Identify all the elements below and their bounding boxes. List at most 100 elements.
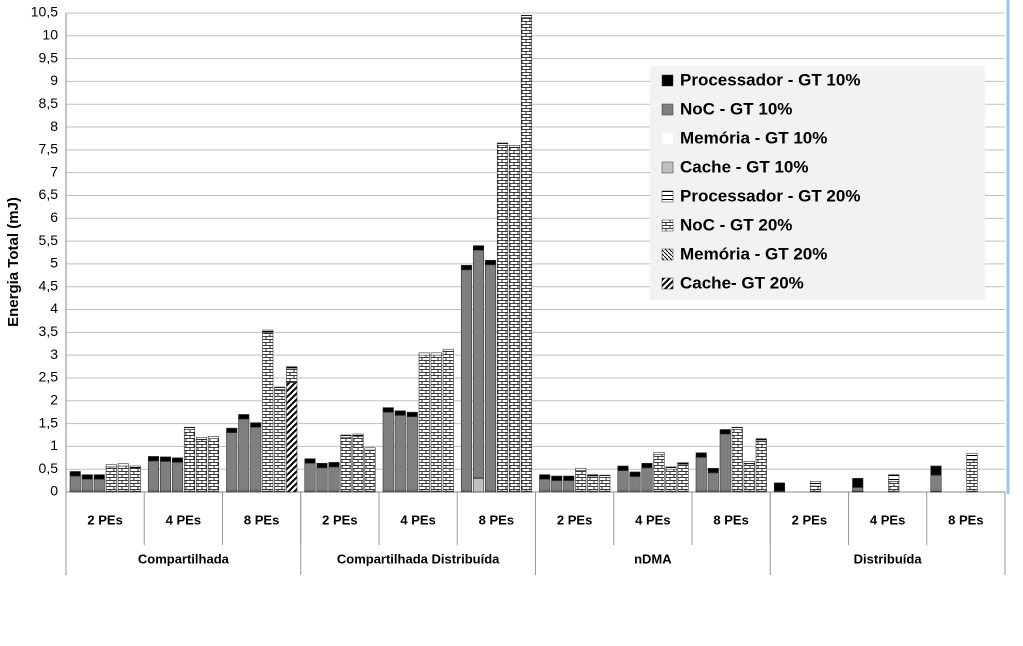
bar-segment (94, 479, 105, 490)
group-label: Compartilhada (138, 551, 230, 566)
bar-segment (521, 18, 532, 492)
group-label: nDMA (634, 551, 672, 566)
legend-label: Memória - GT 20% (680, 244, 827, 263)
bar-segment (94, 475, 105, 480)
bar-segment (509, 148, 520, 492)
bar-segment (82, 475, 93, 480)
bar-segment (889, 482, 900, 492)
y-tick-label: 0,5 (39, 460, 59, 476)
bar-segment (696, 453, 707, 458)
bar-segment (275, 387, 286, 389)
bar-segment (305, 463, 316, 490)
bar-segment (208, 436, 219, 438)
bar-segment (263, 330, 274, 332)
bar-segment (521, 15, 532, 17)
bar-segment (473, 250, 484, 477)
y-axis-title: Energia Total (mJ) (5, 197, 22, 327)
bar-segment (732, 427, 743, 429)
bar-segment (654, 452, 665, 454)
bar-segment (383, 408, 394, 413)
bar-segment (708, 473, 719, 490)
bar-segment (540, 475, 551, 480)
bar-segment (576, 468, 587, 470)
y-tick-label: 0 (50, 483, 58, 499)
y-tick-label: 3 (50, 346, 58, 362)
bar-segment (473, 478, 484, 492)
y-tick-label: 8 (50, 118, 58, 134)
bar-segment (967, 453, 978, 460)
legend-label: Memória - GT 10% (680, 128, 827, 147)
bar-segment (227, 428, 238, 433)
bar-segment (208, 439, 219, 491)
x-tick-label: 4 PEs (166, 512, 201, 527)
bar-segment (588, 477, 599, 491)
bar-segment (630, 476, 641, 490)
bar-segment (600, 477, 611, 491)
bar-segment (184, 430, 195, 492)
legend-label: Processador - GT 10% (680, 70, 860, 89)
bar-segment (287, 367, 298, 369)
bar-segment (70, 471, 81, 476)
bar-segment (118, 464, 129, 466)
bar-segment (756, 439, 767, 441)
bar-segment (419, 355, 430, 491)
x-tick-label: 8 PEs (713, 512, 748, 527)
y-tick-label: 4,5 (39, 277, 59, 293)
bar-segment (130, 468, 141, 491)
bar-segment (341, 437, 352, 491)
legend-label: Processador - GT 20% (680, 186, 860, 205)
bar-segment (678, 462, 689, 464)
bar-segment (160, 461, 171, 490)
legend-swatch (662, 278, 673, 289)
bar-segment (239, 419, 250, 490)
bar-segment (732, 430, 743, 492)
legend-swatch (662, 191, 673, 202)
y-tick-label: 8,5 (39, 95, 59, 111)
x-tick-label: 2 PEs (792, 512, 827, 527)
y-tick-label: 5 (50, 255, 58, 271)
bar-segment (196, 440, 207, 492)
bar-segment (317, 468, 328, 490)
bar-segment (227, 433, 238, 490)
bar-segment (509, 145, 520, 147)
bar-segment (106, 467, 117, 491)
bar-segment (407, 417, 418, 490)
bar-segment (630, 472, 641, 477)
x-tick-label: 2 PEs (322, 512, 357, 527)
legend-swatch (662, 133, 673, 144)
group-label: Distribuída (854, 551, 923, 566)
group-label: Compartilhada Distribuída (337, 551, 500, 566)
y-tick-label: 2,5 (39, 369, 59, 385)
bar-segment (678, 465, 689, 491)
y-tick-label: 5,5 (39, 232, 59, 248)
x-tick-label: 8 PEs (244, 512, 279, 527)
y-tick-label: 10,5 (31, 4, 58, 20)
bar-segment (148, 456, 159, 461)
bar-segment (70, 476, 81, 490)
bar-segment (341, 435, 352, 437)
bar-segment (967, 460, 978, 491)
bar-segment (618, 466, 629, 471)
bar-segment (666, 469, 677, 491)
bar-segment (395, 411, 406, 416)
bar-segment (696, 457, 707, 490)
bar-segment (353, 434, 364, 436)
y-tick-label: 4 (50, 300, 58, 316)
bar-segment (666, 467, 677, 469)
bar-segment (148, 461, 159, 490)
x-tick-label: 2 PEs (557, 512, 592, 527)
bar-segment (130, 466, 141, 468)
bar-segment (708, 468, 719, 473)
x-tick-label: 8 PEs (479, 512, 514, 527)
bar-segment (287, 383, 298, 492)
legend-label: NoC - GT 10% (680, 99, 792, 118)
bar-segment (774, 483, 785, 491)
bar-segment (564, 481, 575, 491)
bar-segment (853, 487, 864, 491)
bar-segment (383, 412, 394, 490)
bar-segment (720, 434, 731, 490)
bar-segment (576, 471, 587, 492)
bar-segment (642, 468, 653, 490)
bar-segment (365, 450, 376, 491)
